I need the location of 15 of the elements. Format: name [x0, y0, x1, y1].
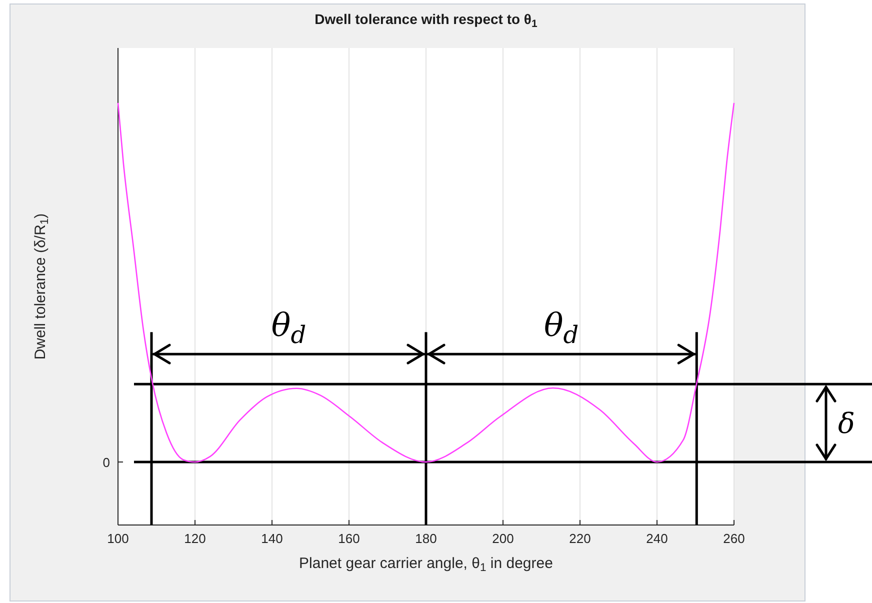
x-tick-label: 200 [492, 531, 514, 546]
chart-title: Dwell tolerance with respect to θ$_{1}$ [314, 11, 538, 30]
x-tick-label: 180 [415, 531, 437, 546]
ref-line-label: 0 [102, 454, 110, 470]
x-tick-label: 240 [646, 531, 668, 546]
ref-line-label: δ [838, 407, 855, 440]
x-axis-title: Planet gear carrier angle, θ$_{1}$ in degree [299, 555, 553, 574]
x-tick-label: 120 [184, 531, 206, 546]
x-tick-label: 260 [723, 531, 745, 546]
x-tick-label: 100 [107, 531, 129, 546]
x-tick-label: 160 [338, 531, 360, 546]
x-tick-label: 140 [261, 531, 283, 546]
annotation: θ$_{d}$ [544, 306, 579, 350]
annotation: θ$_{d}$ [271, 306, 306, 350]
x-tick-label: 220 [569, 531, 591, 546]
